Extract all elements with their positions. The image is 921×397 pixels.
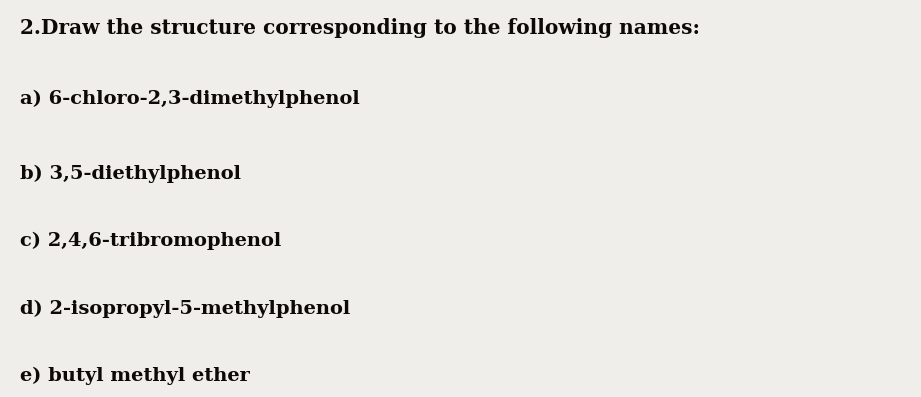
Text: b) 3,5-diethylphenol: b) 3,5-diethylphenol [20, 165, 241, 183]
Text: e) butyl methyl ether: e) butyl methyl ether [20, 367, 251, 385]
Text: 2.Draw the structure corresponding to the following names:: 2.Draw the structure corresponding to th… [20, 18, 700, 38]
Text: c) 2,4,6-tribromophenol: c) 2,4,6-tribromophenol [20, 232, 282, 251]
Text: a) 6-chloro-2,3-dimethylphenol: a) 6-chloro-2,3-dimethylphenol [20, 89, 360, 108]
Text: d) 2-isopropyl-5-methylphenol: d) 2-isopropyl-5-methylphenol [20, 300, 351, 318]
